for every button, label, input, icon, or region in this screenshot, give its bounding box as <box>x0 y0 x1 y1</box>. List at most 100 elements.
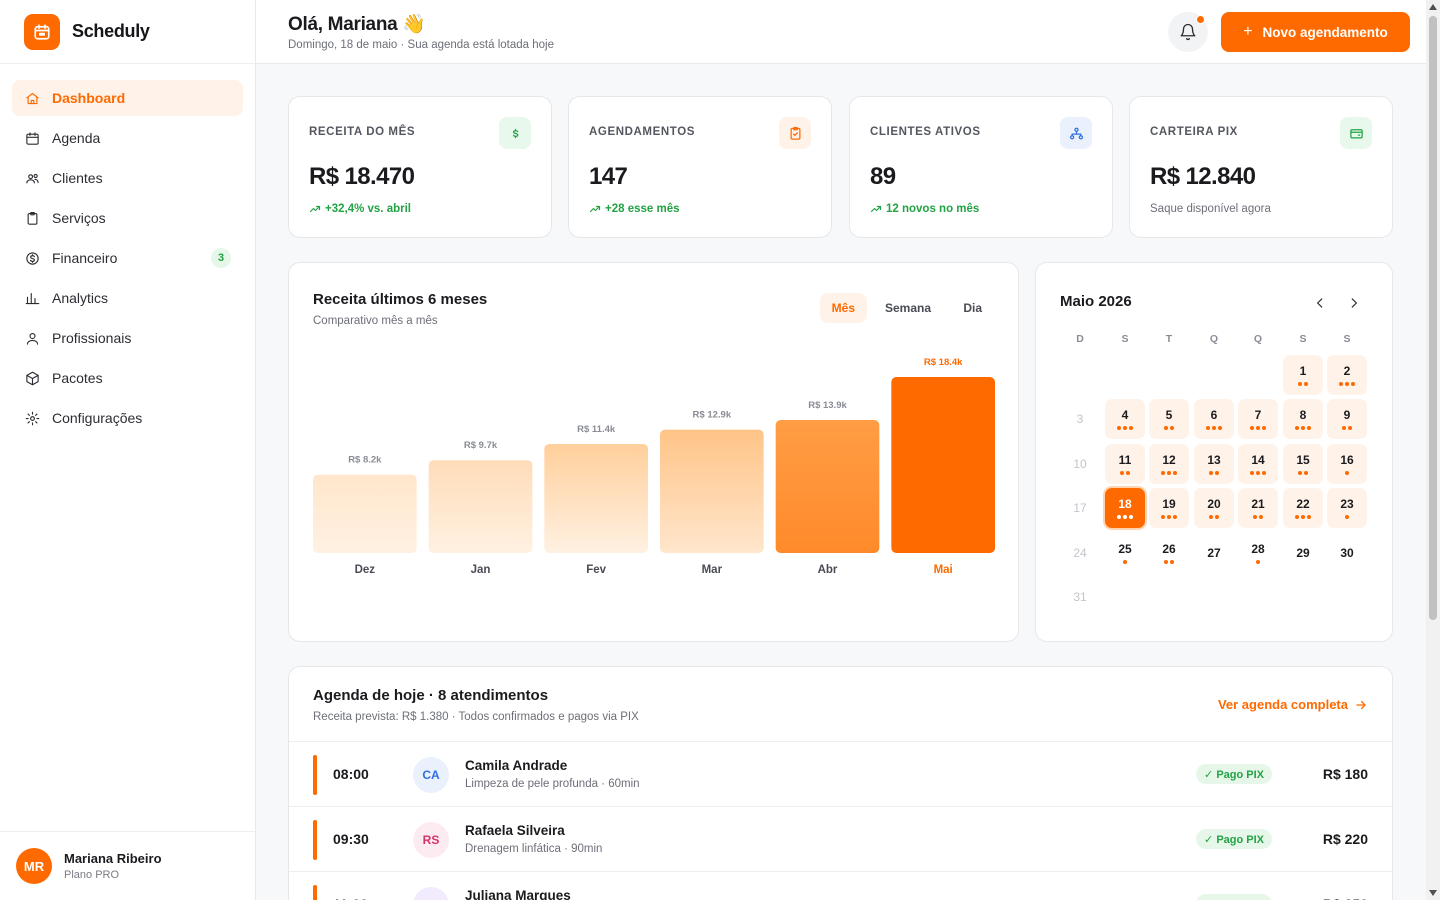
appointment-dots <box>1338 382 1356 386</box>
calendar-day[interactable]: 21 <box>1238 488 1278 528</box>
calendar-day[interactable]: 17 <box>1060 488 1100 528</box>
calendar-day[interactable]: 16 <box>1327 444 1367 484</box>
calendar-day[interactable]: 9 <box>1327 399 1367 439</box>
tab-mes[interactable]: Mês <box>819 293 867 323</box>
appointment-dot <box>1250 471 1254 475</box>
calendar-day[interactable]: 5 <box>1149 399 1189 439</box>
calendar-day[interactable]: 8 <box>1283 399 1323 439</box>
calendar-day[interactable]: 22 <box>1283 488 1323 528</box>
calendar-day[interactable]: 15 <box>1283 444 1323 484</box>
user-profile[interactable]: MR Mariana Ribeiro Plano PRO <box>0 831 255 900</box>
user-icon <box>26 332 38 345</box>
bell-icon <box>1180 23 1196 41</box>
appointment-dots <box>1119 471 1131 475</box>
agenda-subtitle: Receita prevista: R$ 1.380 · Todos confi… <box>313 711 639 723</box>
appointment-dot <box>1250 426 1254 430</box>
calendar-day[interactable]: 4 <box>1105 399 1145 439</box>
sidebar-item-agenda[interactable]: Agenda <box>12 120 243 156</box>
appointment-dots <box>1294 515 1312 519</box>
calendar-day-number: 13 <box>1207 453 1221 467</box>
appointment-dot <box>1215 471 1219 475</box>
sidebar-item-analytics[interactable]: Analytics <box>12 280 243 316</box>
payment-status-badge: ✓ Pago PIX <box>1196 894 1272 900</box>
appointment-dot <box>1129 515 1133 519</box>
sidebar-item-profissionais[interactable]: Profissionais <box>12 320 243 356</box>
calendar-day[interactable]: 3 <box>1060 399 1100 439</box>
tab-dia[interactable]: Dia <box>963 301 982 315</box>
appointment-dots <box>1205 426 1223 430</box>
bar-mar[interactable] <box>660 429 764 553</box>
calendar-title: Maio 2026 <box>1060 293 1132 310</box>
appointment-dots <box>1160 515 1178 519</box>
bar-jan[interactable] <box>428 460 533 553</box>
page-title: Olá, Mariana 👋 <box>288 14 426 35</box>
appointment-dot <box>1161 471 1165 475</box>
calendar-day[interactable]: 1 <box>1283 355 1323 395</box>
calendar-day[interactable]: 25 <box>1105 533 1145 573</box>
x-tick-label: Dez <box>355 564 376 576</box>
appointment-dot <box>1295 426 1299 430</box>
sidebar-item-financeiro[interactable]: Financeiro 3 <box>12 240 243 276</box>
sidebar-item-clientes[interactable]: Clientes <box>12 160 243 196</box>
calendar-day[interactable]: 6 <box>1194 399 1234 439</box>
brand[interactable]: Scheduly <box>0 0 255 64</box>
calendar-day[interactable]: 10 <box>1060 444 1100 484</box>
calendar-day[interactable]: 28 <box>1238 533 1278 573</box>
notifications-button[interactable] <box>1168 12 1208 52</box>
stat-delta-text: 12 novos no mês <box>886 203 980 215</box>
trend-up-icon <box>870 205 882 213</box>
scroll-thumb[interactable] <box>1429 16 1437 620</box>
calendar-day[interactable]: 26 <box>1149 533 1189 573</box>
calendar-day[interactable]: 13 <box>1194 444 1234 484</box>
calendar-day[interactable]: 11 <box>1105 444 1145 484</box>
bar-dez[interactable] <box>313 474 417 553</box>
calendar-day[interactable]: 31 <box>1060 577 1100 617</box>
scroll-down-arrow-icon[interactable] <box>1429 890 1437 896</box>
calendar-prev-button[interactable] <box>1310 293 1330 313</box>
bar-value-label: R$ 9.7k <box>464 440 498 451</box>
calendar-day[interactable]: 29 <box>1283 533 1323 573</box>
calendar-icon <box>24 130 40 146</box>
sidebar-item-badge: 3 <box>211 248 231 268</box>
appointment-dots <box>1163 560 1175 564</box>
appointment-dot <box>1259 515 1263 519</box>
calendar-day[interactable]: 24 <box>1060 533 1100 573</box>
stat-value: 89 <box>870 163 896 190</box>
tab-semana[interactable]: Semana <box>884 301 931 315</box>
calendar-day[interactable]: 20 <box>1194 488 1234 528</box>
calendar-day[interactable]: 7 <box>1238 399 1278 439</box>
calendar-day[interactable]: 12 <box>1149 444 1189 484</box>
bar-value-label: R$ 8.2k <box>348 455 382 466</box>
calendar-day[interactable]: 27 <box>1194 533 1234 573</box>
page-scrollbar[interactable] <box>1426 0 1440 900</box>
appointment-dot <box>1173 515 1177 519</box>
calendar-day-today[interactable]: 18 <box>1105 488 1145 528</box>
calendar-day[interactable]: 30 <box>1327 533 1367 573</box>
agenda-row[interactable]: 11:00 JM Juliana Marques ✓ Pago PIX R$ 250 <box>289 872 1392 900</box>
view-full-agenda-link[interactable]: Ver agenda completa <box>1218 697 1368 712</box>
new-appointment-button[interactable]: + Novo agendamento <box>1221 12 1410 52</box>
sidebar-item-servicos[interactable]: Serviços <box>12 200 243 236</box>
appointment-dot <box>1167 471 1171 475</box>
agenda-row[interactable]: 09:30 RS Rafaela Silveira Drenagem linfátic… <box>289 807 1392 872</box>
sidebar-item-configuracoes[interactable]: Configurações <box>12 400 243 436</box>
appointment-dot <box>1212 426 1216 430</box>
bar-fev[interactable] <box>544 443 648 553</box>
calendar-day[interactable]: 19 <box>1149 488 1189 528</box>
chevron-left-icon <box>1316 298 1323 308</box>
calendar-day[interactable]: 23 <box>1327 488 1367 528</box>
sidebar-item-pacotes[interactable]: Pacotes <box>12 360 243 396</box>
bar-abr[interactable] <box>775 420 880 553</box>
calendar-day[interactable]: 14 <box>1238 444 1278 484</box>
sidebar-item-dashboard[interactable]: Dashboard <box>12 80 243 116</box>
calendar-day[interactable]: 2 <box>1327 355 1367 395</box>
agenda-row[interactable]: 08:00 CA Camila Andrade Limpeza de pele pro… <box>289 742 1392 807</box>
bar-value-label: R$ 12.9k <box>693 410 732 421</box>
stat-icon-badge <box>1340 117 1372 149</box>
scroll-up-arrow-icon[interactable] <box>1429 4 1437 10</box>
calendar-next-button[interactable] <box>1344 293 1364 313</box>
gear-icon <box>24 410 40 426</box>
appointment-dots <box>1208 471 1220 475</box>
bar-mai[interactable] <box>891 377 995 553</box>
stat-icon-badge <box>499 117 531 149</box>
